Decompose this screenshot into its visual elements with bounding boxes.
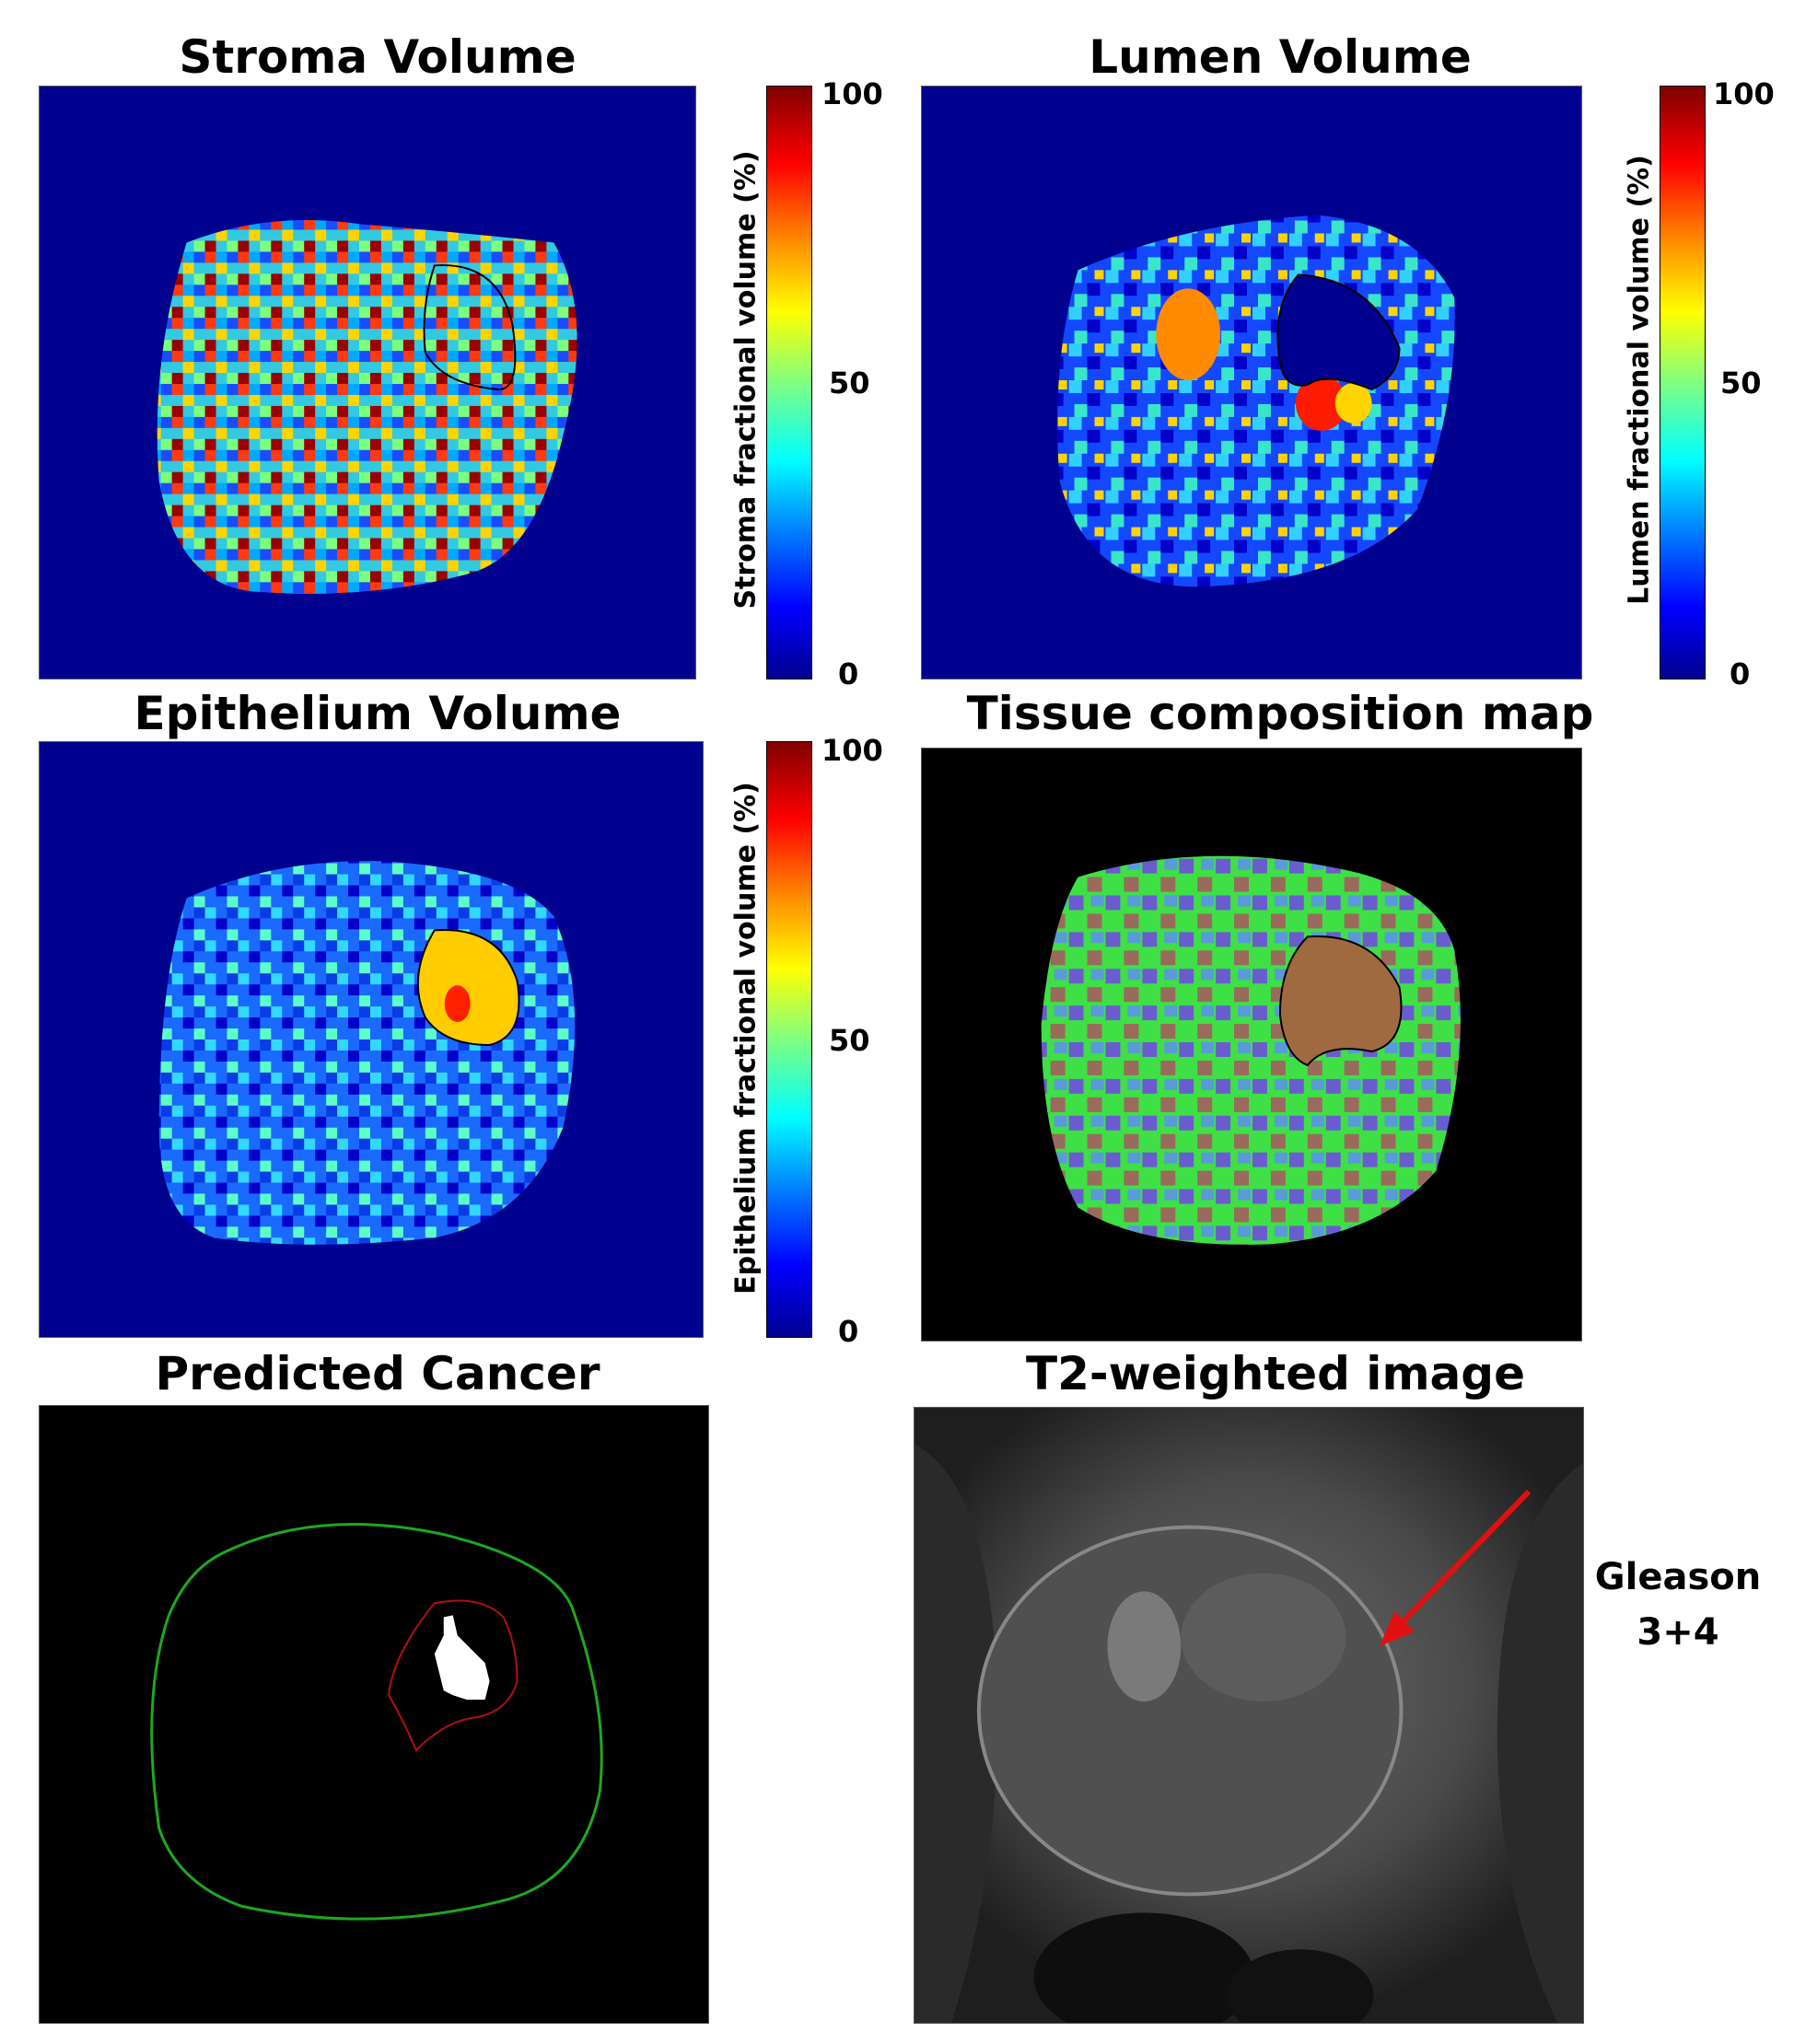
stroma-colorbar (766, 86, 812, 679)
arrow-icon (1380, 1489, 1532, 1646)
predicted-cancer-image (150, 1523, 603, 1921)
tissue-composition-map (921, 748, 1582, 1341)
t2-title: T2-weighted image (1026, 1347, 1525, 1400)
epithelium-tick-0: 0 (838, 1314, 859, 1349)
lumen-tick-50: 50 (1720, 366, 1762, 401)
predicted-cancer-region (434, 1615, 490, 1701)
stroma-tick-100: 100 (821, 76, 883, 111)
epithelium-title: Epithelium Volume (134, 687, 622, 740)
composition-map-image (1041, 855, 1461, 1245)
epithelium-map-image (158, 861, 576, 1245)
t2-mri-image (914, 1408, 1583, 2023)
predicted-cancer-map (39, 1405, 709, 2024)
epithelium-tick-50: 50 (829, 1023, 870, 1058)
predicted-title: Predicted Cancer (155, 1347, 600, 1400)
lumen-tick-0: 0 (1730, 656, 1751, 691)
lumen-title: Lumen Volume (1089, 30, 1472, 84)
epithelium-volume-map (39, 741, 704, 1338)
stroma-tick-0: 0 (838, 656, 859, 691)
prostate-outline (150, 1523, 603, 1921)
lumen-volume-map (921, 86, 1582, 679)
stroma-title: Stroma Volume (179, 30, 577, 84)
epithelium-colorbar (766, 741, 812, 1338)
stroma-map-image (157, 220, 577, 594)
stroma-tick-50: 50 (829, 366, 870, 401)
composition-title: Tissue composition map (966, 687, 1594, 740)
tumor-outline (387, 1599, 518, 1752)
t2-weighted-image (914, 1407, 1584, 2024)
epithelium-tick-100: 100 (821, 733, 883, 768)
gleason-label: Gleason (1594, 1556, 1762, 1598)
lumen-map-image (1057, 215, 1455, 587)
epithelium-colorbar-label: Epithelium fractional volume (%) (729, 782, 763, 1295)
gleason-score: 3+4 (1637, 1611, 1719, 1654)
stroma-volume-map (39, 86, 696, 679)
stroma-colorbar-label: Stroma fractional volume (%) (729, 150, 763, 610)
lumen-colorbar-label: Lumen fractional volume (%) (1623, 155, 1656, 605)
lumen-tick-100: 100 (1713, 76, 1775, 111)
lumen-colorbar (1660, 86, 1706, 679)
